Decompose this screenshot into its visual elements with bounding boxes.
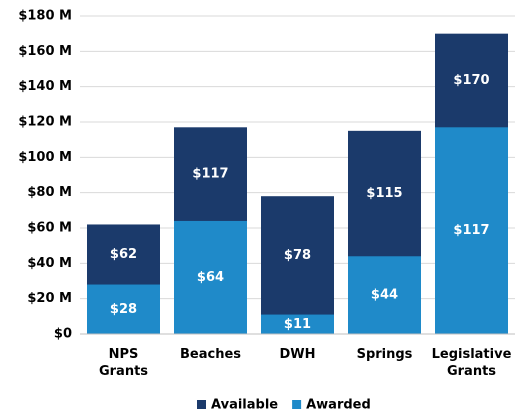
y-tick-label: $80 M (27, 185, 72, 200)
data-label: $64 (197, 270, 224, 285)
bar (87, 284, 160, 334)
x-tick-label: DWH (279, 347, 316, 362)
y-tick-label: $40 M (27, 256, 72, 271)
legend-swatch (292, 400, 302, 409)
data-label: $115 (366, 186, 402, 201)
x-tick-label: NPS Grants (98, 347, 149, 379)
bar (435, 127, 508, 334)
data-label: $11 (284, 317, 311, 332)
legend-swatch (197, 400, 206, 409)
y-tick-label: $60 M (27, 221, 72, 236)
y-tick-label: $0 (54, 327, 72, 342)
data-label: $170 (453, 73, 489, 88)
legend-label: Awarded (306, 398, 371, 413)
data-label: $62 (110, 247, 137, 262)
bar (348, 256, 421, 334)
data-label: $28 (110, 302, 137, 317)
data-label: $117 (453, 223, 489, 238)
x-tick-label: Legislative Grants (431, 347, 512, 379)
y-tick-label: $180 M (18, 9, 72, 24)
data-label: $44 (371, 288, 398, 303)
data-label: $117 (192, 167, 228, 182)
y-tick-label: $160 M (18, 44, 72, 59)
y-tick-label: $100 M (18, 150, 72, 165)
x-tick-label: Springs (356, 347, 413, 362)
legend-label: Available (211, 398, 278, 413)
y-tick-label: $20 M (27, 291, 72, 306)
y-tick-label: $120 M (18, 115, 72, 130)
x-tick-label: Beaches (179, 347, 242, 362)
data-label: $78 (284, 248, 311, 263)
y-tick-label: $140 M (18, 79, 72, 94)
bar (174, 220, 247, 334)
bar (261, 196, 334, 334)
bar (261, 314, 334, 334)
